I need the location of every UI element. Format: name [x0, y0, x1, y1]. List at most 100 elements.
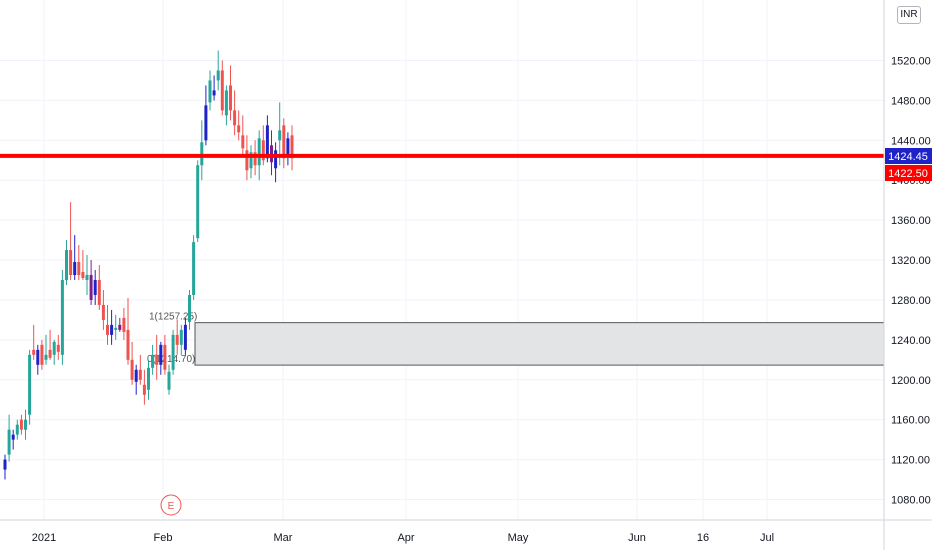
candle[interactable] — [241, 115, 245, 156]
candle[interactable] — [122, 307, 126, 340]
price-tick-label: 1080.00 — [891, 495, 931, 507]
candle[interactable] — [175, 319, 179, 355]
price-tick-label: 1120.00 — [891, 455, 930, 467]
price-tick-label: 1320.00 — [891, 255, 931, 267]
candle[interactable] — [233, 90, 237, 136]
candle[interactable] — [118, 317, 122, 332]
candle[interactable] — [147, 359, 150, 400]
candle[interactable] — [60, 270, 64, 365]
candle[interactable] — [179, 324, 183, 355]
candle[interactable] — [274, 142, 278, 183]
candle[interactable] — [249, 145, 253, 179]
time-axis: 2021 Feb Mar Apr May Jun 16 Jul — [32, 532, 774, 544]
time-tick-label: Feb — [154, 532, 173, 544]
candle[interactable] — [142, 369, 146, 405]
candle[interactable] — [101, 289, 105, 330]
time-tick-label: May — [508, 532, 529, 544]
price-tick-label: 1440.00 — [891, 135, 931, 147]
candle[interactable] — [93, 270, 97, 305]
zone-rectangle[interactable] — [194, 322, 885, 366]
candle[interactable] — [24, 409, 27, 440]
candle[interactable] — [134, 364, 138, 395]
candle[interactable] — [97, 265, 101, 310]
candle[interactable] — [261, 125, 265, 166]
candle[interactable] — [73, 235, 77, 280]
candle[interactable] — [155, 334, 159, 380]
price-tick-label: 1240.00 — [891, 335, 931, 347]
candle[interactable] — [282, 118, 286, 169]
candle[interactable] — [85, 255, 89, 295]
candle[interactable] — [36, 344, 40, 375]
candle[interactable] — [28, 349, 32, 425]
time-tick-label: Mar — [274, 532, 293, 544]
candle[interactable] — [286, 132, 290, 166]
earnings-event-icon[interactable] — [160, 494, 182, 516]
candle[interactable] — [138, 354, 142, 385]
candle[interactable] — [40, 339, 44, 370]
candle[interactable] — [196, 160, 200, 243]
candle[interactable] — [69, 202, 73, 280]
price-tick-label: 1200.00 — [891, 375, 931, 387]
zone-bottom-label: 0(1214.70) — [147, 354, 195, 365]
candle[interactable] — [220, 60, 224, 116]
candle[interactable] — [204, 85, 208, 146]
candle[interactable] — [229, 65, 232, 121]
candle[interactable] — [171, 329, 175, 375]
candle[interactable] — [7, 414, 11, 462]
line-price-badge: 1422.50 — [885, 165, 932, 181]
zone-top-label: 1(1257.25) — [149, 312, 197, 323]
candle[interactable] — [224, 85, 228, 126]
candle[interactable] — [183, 317, 187, 355]
candle[interactable] — [290, 125, 294, 171]
earnings-event-label: E — [168, 501, 175, 512]
candle[interactable] — [32, 324, 36, 360]
candle[interactable] — [110, 309, 114, 345]
candle[interactable] — [44, 334, 48, 365]
candle[interactable] — [56, 334, 60, 360]
candles — [3, 50, 294, 480]
currency-label[interactable]: INR — [897, 6, 921, 24]
candle[interactable] — [200, 120, 204, 181]
price-tick-label: 1160.00 — [891, 415, 930, 427]
candle[interactable] — [212, 75, 216, 101]
time-tick-label: 16 — [697, 532, 709, 544]
candle[interactable] — [106, 304, 109, 345]
price-tick-label: 1520.00 — [891, 56, 931, 68]
candle[interactable] — [130, 341, 134, 385]
candle[interactable] — [159, 341, 163, 375]
candle[interactable] — [126, 297, 130, 365]
time-tick-label: Jun — [628, 532, 646, 544]
candle[interactable] — [216, 50, 220, 91]
line-price-badge-text: 1422.50 — [888, 168, 928, 180]
candle[interactable] — [52, 339, 56, 365]
candle[interactable] — [167, 364, 171, 395]
price-tick-label: 1480.00 — [891, 95, 931, 107]
candle[interactable] — [89, 260, 93, 305]
price-tick-label: 1360.00 — [891, 215, 931, 227]
candle[interactable] — [15, 419, 19, 440]
price-axis: 1080.00 1120.00 1160.00 1200.00 1240.00 1280.… — [891, 56, 931, 507]
candle[interactable] — [65, 240, 68, 285]
time-tick-label: 2021 — [32, 532, 56, 544]
last-price-badge-text: 1424.45 — [888, 151, 928, 163]
price-badges: 1424.45 1422.50 — [885, 148, 932, 181]
last-price-badge: 1424.45 — [885, 148, 932, 164]
candle[interactable] — [77, 245, 81, 280]
candle[interactable] — [48, 329, 52, 360]
candle[interactable] — [151, 344, 155, 375]
candle[interactable] — [11, 429, 15, 450]
candle[interactable] — [270, 130, 273, 176]
candle[interactable] — [208, 70, 212, 111]
candle[interactable] — [188, 289, 191, 330]
candle[interactable] — [81, 250, 85, 280]
price-tick-label: 1280.00 — [891, 295, 931, 307]
candle[interactable] — [114, 314, 118, 340]
candle[interactable] — [19, 414, 23, 435]
candle[interactable] — [192, 235, 196, 300]
candle[interactable] — [237, 110, 241, 141]
time-tick-label: Apr — [397, 532, 414, 544]
candle[interactable] — [163, 334, 167, 375]
time-tick-label: Jul — [760, 532, 774, 544]
candle[interactable] — [3, 454, 7, 480]
